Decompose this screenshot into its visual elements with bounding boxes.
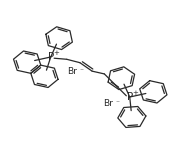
- Text: ⁻: ⁻: [115, 98, 120, 107]
- Text: +: +: [132, 90, 138, 96]
- Text: Br: Br: [103, 99, 113, 108]
- Text: P: P: [127, 92, 133, 102]
- Text: P: P: [48, 52, 54, 62]
- Text: +: +: [53, 50, 59, 56]
- Text: Br: Br: [67, 67, 77, 76]
- Text: ⁻: ⁻: [80, 66, 84, 75]
